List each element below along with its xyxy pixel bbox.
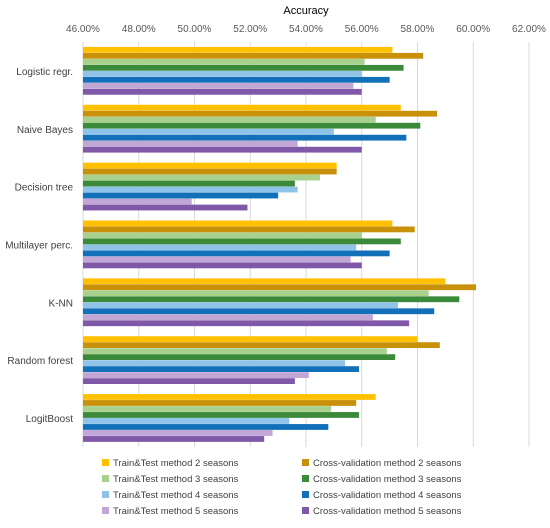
legend-label: Cross-validation method 2 seasons: [313, 458, 462, 469]
bar-decision-tree-cross-validation-method-3-seasons: [83, 180, 295, 187]
x-tick-label: 60.00%: [456, 24, 490, 35]
bar-random-forest-cross-validation-method-5-seasons: [83, 378, 295, 385]
x-tick-label: 62.00%: [512, 24, 546, 35]
bar-multilayer-perc-cross-validation-method-4-seasons: [83, 250, 390, 257]
bar-random-forest-train-test-method-2-seasons: [83, 336, 418, 343]
bar-logistic-regr-train-test-method-3-seasons: [83, 58, 365, 65]
bar-logitboost-train-test-method-5-seasons: [83, 430, 273, 436]
x-tick-label: 48.00%: [122, 24, 156, 35]
category-label: Logistic regr.: [16, 67, 73, 78]
bar-decision-tree-cross-validation-method-2-seasons: [83, 168, 337, 175]
bar-naive-bayes-train-test-method-5-seasons: [83, 140, 298, 147]
legend-swatch: [102, 491, 109, 498]
bar-naive-bayes-train-test-method-4-seasons: [83, 128, 334, 135]
category-label: Decision tree: [15, 183, 74, 194]
bar-logitboost-train-test-method-3-seasons: [83, 406, 332, 412]
bar-decision-tree-train-test-method-2-seasons: [83, 162, 337, 169]
bar-random-forest-cross-validation-method-2-seasons: [83, 342, 440, 349]
bar-k-nn-cross-validation-method-5-seasons: [83, 320, 410, 327]
legend-label: Train&Test method 4 seasons: [113, 490, 239, 501]
bar-logistic-regr-cross-validation-method-5-seasons: [83, 88, 362, 95]
legend-swatch: [302, 475, 309, 482]
bar-multilayer-perc-cross-validation-method-2-seasons: [83, 226, 415, 233]
bar-random-forest-cross-validation-method-4-seasons: [83, 366, 359, 373]
x-tick-label: 54.00%: [289, 24, 323, 35]
legend-label: Train&Test method 3 seasons: [113, 474, 239, 485]
category-label: Random forest: [7, 356, 73, 367]
bar-multilayer-perc-train-test-method-2-seasons: [83, 220, 393, 227]
x-tick-label: 58.00%: [401, 24, 435, 35]
bar-decision-tree-train-test-method-4-seasons: [83, 186, 298, 193]
bar-logitboost-cross-validation-method-4-seasons: [83, 424, 329, 430]
bar-logitboost-cross-validation-method-2-seasons: [83, 400, 357, 406]
legend-swatch: [302, 459, 309, 466]
category-label: Multilayer perc.: [5, 241, 73, 252]
bar-naive-bayes-cross-validation-method-5-seasons: [83, 146, 362, 153]
bar-random-forest-train-test-method-3-seasons: [83, 348, 387, 355]
bar-logistic-regr-cross-validation-method-2-seasons: [83, 52, 424, 59]
bar-naive-bayes-cross-validation-method-3-seasons: [83, 122, 421, 129]
bar-naive-bayes-cross-validation-method-4-seasons: [83, 134, 407, 141]
bar-random-forest-train-test-method-5-seasons: [83, 372, 309, 379]
bars: [83, 46, 477, 442]
bar-logitboost-cross-validation-method-5-seasons: [83, 436, 265, 442]
legend-swatch: [102, 507, 109, 514]
legend-swatch: [302, 507, 309, 514]
bar-k-nn-cross-validation-method-2-seasons: [83, 284, 477, 291]
x-tick-label: 50.00%: [178, 24, 212, 35]
legend-swatch: [102, 459, 109, 466]
chart-title: Accuracy: [283, 5, 329, 17]
category-labels: Logistic regr. Naive Bayes Decision tree Mu…: [5, 67, 73, 425]
bar-naive-bayes-train-test-method-3-seasons: [83, 116, 376, 123]
bar-multilayer-perc-train-test-method-4-seasons: [83, 244, 357, 251]
legend-swatch: [302, 491, 309, 498]
bar-logistic-regr-train-test-method-2-seasons: [83, 46, 393, 53]
category-label: Naive Bayes: [17, 125, 73, 136]
bar-multilayer-perc-cross-validation-method-5-seasons: [83, 262, 362, 269]
bar-k-nn-cross-validation-method-3-seasons: [83, 296, 460, 303]
legend-label: Cross-validation method 4 seasons: [313, 490, 462, 501]
legend-label: Train&Test method 5 seasons: [113, 506, 239, 517]
bar-logitboost-cross-validation-method-3-seasons: [83, 412, 359, 418]
legend: Train&Test method 2 seasons Cross-validat…: [102, 458, 462, 517]
bar-multilayer-perc-train-test-method-5-seasons: [83, 256, 351, 263]
legend-label: Cross-validation method 5 seasons: [313, 506, 462, 517]
x-axis-ticks: 46.00% 48.00% 50.00% 52.00% 54.00% 56.00% 58.0…: [66, 24, 546, 35]
bar-multilayer-perc-train-test-method-3-seasons: [83, 232, 362, 239]
bar-logitboost-train-test-method-4-seasons: [83, 418, 290, 424]
bar-logistic-regr-cross-validation-method-3-seasons: [83, 64, 404, 71]
legend-swatch: [102, 475, 109, 482]
bar-random-forest-train-test-method-4-seasons: [83, 360, 346, 367]
bar-k-nn-train-test-method-3-seasons: [83, 290, 429, 297]
bar-decision-tree-train-test-method-5-seasons: [83, 198, 192, 205]
bar-logistic-regr-train-test-method-4-seasons: [83, 70, 362, 77]
x-tick-label: 46.00%: [66, 24, 100, 35]
bar-naive-bayes-train-test-method-2-seasons: [83, 104, 401, 111]
category-label: LogitBoost: [26, 414, 73, 425]
bar-decision-tree-train-test-method-3-seasons: [83, 174, 320, 181]
bar-logistic-regr-train-test-method-5-seasons: [83, 82, 354, 89]
bar-k-nn-cross-validation-method-4-seasons: [83, 308, 435, 315]
legend-label: Cross-validation method 3 seasons: [313, 474, 462, 485]
bar-naive-bayes-cross-validation-method-2-seasons: [83, 110, 438, 117]
bar-logistic-regr-cross-validation-method-4-seasons: [83, 76, 390, 83]
x-tick-label: 56.00%: [345, 24, 379, 35]
x-tick-label: 52.00%: [233, 24, 267, 35]
bar-decision-tree-cross-validation-method-4-seasons: [83, 192, 279, 199]
bar-multilayer-perc-cross-validation-method-3-seasons: [83, 238, 401, 245]
bar-k-nn-train-test-method-2-seasons: [83, 278, 446, 285]
bar-decision-tree-cross-validation-method-5-seasons: [83, 204, 248, 211]
bar-k-nn-train-test-method-5-seasons: [83, 314, 373, 321]
bar-random-forest-cross-validation-method-3-seasons: [83, 354, 396, 361]
legend-label: Train&Test method 2 seasons: [113, 458, 239, 469]
bar-k-nn-train-test-method-4-seasons: [83, 302, 398, 309]
category-label: K-NN: [49, 298, 73, 309]
bar-logitboost-train-test-method-2-seasons: [83, 394, 376, 400]
